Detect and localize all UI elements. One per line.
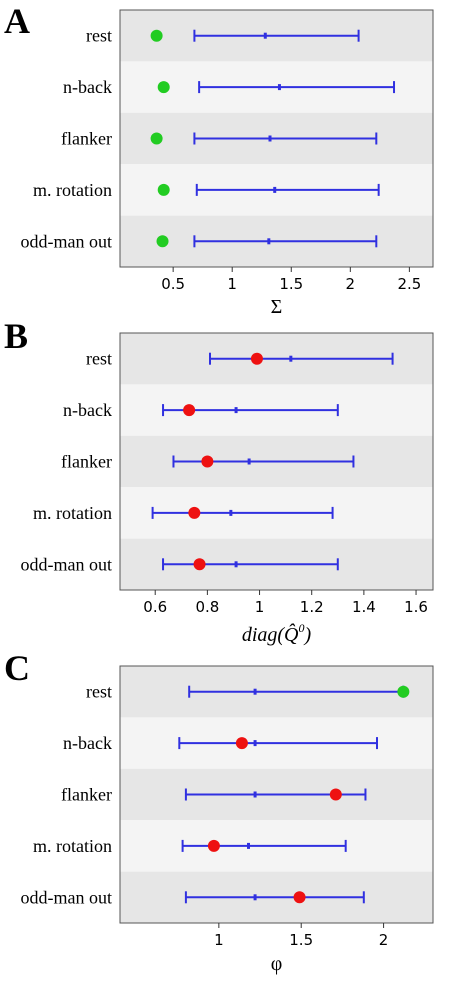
x-tick-label: 1 [255, 598, 265, 616]
x-tick-label: 1.5 [289, 931, 313, 949]
data-point [201, 455, 214, 468]
category-label: n-back [63, 77, 112, 97]
x-tick-label: 1 [214, 931, 224, 949]
category-label: rest [86, 349, 112, 369]
x-tick-label: 2.5 [397, 275, 421, 293]
x-tick-label: 1.4 [352, 598, 376, 616]
category-label: rest [86, 26, 112, 46]
data-point [188, 506, 201, 519]
plot-frame [119, 665, 434, 924]
x-tick-label: 2 [346, 275, 356, 293]
data-point [183, 404, 196, 417]
category-label: m. rotation [33, 836, 112, 856]
x-axis-label: Σ [271, 296, 283, 318]
x-axis-label-part: 0 [299, 621, 305, 635]
x-tick-label: 1.6 [404, 598, 428, 616]
x-tick-label: 1.2 [300, 598, 324, 616]
panel-letter: B [4, 316, 28, 356]
data-point [156, 235, 169, 248]
category-label: n-back [63, 733, 112, 753]
x-axis-label-part: diag( [242, 624, 286, 646]
x-axis-label-part: ) [304, 624, 312, 646]
category-label: m. rotation [33, 503, 112, 523]
category-label: odd-man out [21, 231, 113, 251]
x-tick-label: 0.5 [161, 275, 185, 293]
data-point [397, 685, 410, 698]
x-axis-label: diag(Q̂0) [242, 621, 312, 646]
data-point [193, 558, 206, 571]
x-axis-label: φ [271, 953, 283, 975]
category-label: odd-man out [21, 554, 113, 574]
category-label: flanker [61, 452, 112, 472]
data-point [150, 29, 163, 42]
x-tick-label: 0.6 [143, 598, 167, 616]
x-tick-label: 1.5 [279, 275, 303, 293]
category-label: flanker [61, 785, 112, 805]
category-label: n-back [63, 400, 112, 420]
x-tick-label: 2 [379, 931, 389, 949]
data-point [250, 352, 263, 365]
data-point [207, 839, 220, 852]
data-point [157, 81, 170, 94]
data-point [235, 737, 248, 750]
plot-frame [119, 332, 434, 591]
data-point [293, 891, 306, 904]
x-tick-label: 0.8 [195, 598, 219, 616]
data-point [150, 132, 163, 145]
panel-letter: A [4, 1, 30, 41]
data-point [157, 183, 170, 196]
panel-letter: C [4, 648, 30, 688]
category-label: odd-man out [21, 887, 113, 907]
plot-frame [119, 9, 434, 268]
category-label: m. rotation [33, 180, 112, 200]
x-tick-label: 1 [227, 275, 237, 293]
data-point [329, 788, 342, 801]
category-label: rest [86, 682, 112, 702]
x-axis-label-part: Q̂ [284, 623, 299, 646]
category-label: flanker [61, 129, 112, 149]
